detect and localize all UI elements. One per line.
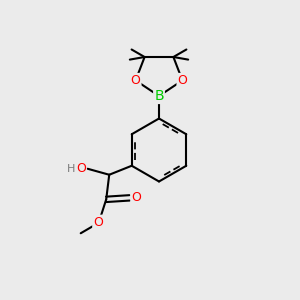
Text: O: O (131, 191, 141, 204)
Text: O: O (93, 216, 103, 229)
Text: O: O (76, 162, 86, 175)
Text: O: O (178, 74, 187, 87)
Text: O: O (131, 74, 140, 87)
Text: B: B (154, 89, 164, 103)
Text: H: H (67, 164, 75, 174)
